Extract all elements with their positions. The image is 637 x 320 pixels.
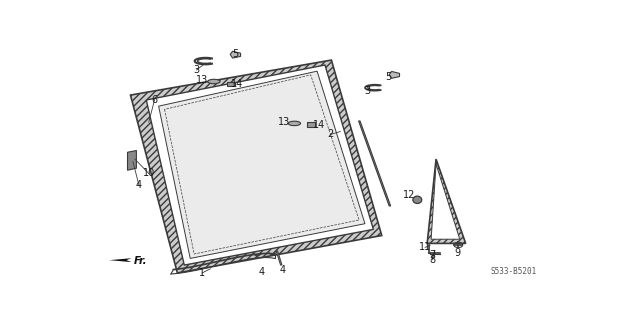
Text: 7: 7	[429, 250, 436, 260]
Ellipse shape	[413, 196, 422, 204]
Text: 2: 2	[327, 130, 334, 140]
Text: 6: 6	[152, 94, 158, 105]
Ellipse shape	[288, 121, 301, 126]
Text: Fr.: Fr.	[134, 256, 148, 266]
Text: 13: 13	[278, 117, 290, 127]
Text: 3: 3	[194, 65, 199, 75]
Polygon shape	[159, 71, 365, 259]
Text: 1: 1	[199, 268, 205, 278]
Polygon shape	[110, 258, 131, 262]
Text: 8: 8	[429, 255, 436, 265]
Polygon shape	[147, 65, 373, 265]
Polygon shape	[230, 51, 241, 58]
Text: 9: 9	[454, 248, 461, 258]
Text: 10: 10	[143, 168, 155, 179]
Polygon shape	[431, 164, 460, 239]
Text: 13: 13	[196, 75, 208, 85]
Text: 14: 14	[313, 120, 325, 130]
Text: 12: 12	[403, 190, 415, 200]
Text: S533-B5201: S533-B5201	[491, 267, 537, 276]
Text: 3: 3	[364, 86, 370, 96]
Polygon shape	[427, 159, 466, 244]
Text: 5: 5	[385, 72, 391, 82]
Polygon shape	[131, 60, 382, 273]
Polygon shape	[307, 122, 315, 127]
Text: 5: 5	[233, 49, 239, 59]
Ellipse shape	[208, 79, 220, 84]
Text: 4: 4	[258, 268, 264, 277]
Polygon shape	[227, 82, 235, 86]
Text: 4: 4	[136, 180, 142, 190]
Text: 11: 11	[419, 242, 431, 252]
Polygon shape	[359, 121, 390, 206]
Polygon shape	[127, 150, 136, 170]
Polygon shape	[389, 71, 399, 78]
Text: 14: 14	[231, 79, 243, 89]
Polygon shape	[159, 71, 365, 259]
Text: 4: 4	[280, 265, 286, 275]
Polygon shape	[276, 251, 282, 265]
